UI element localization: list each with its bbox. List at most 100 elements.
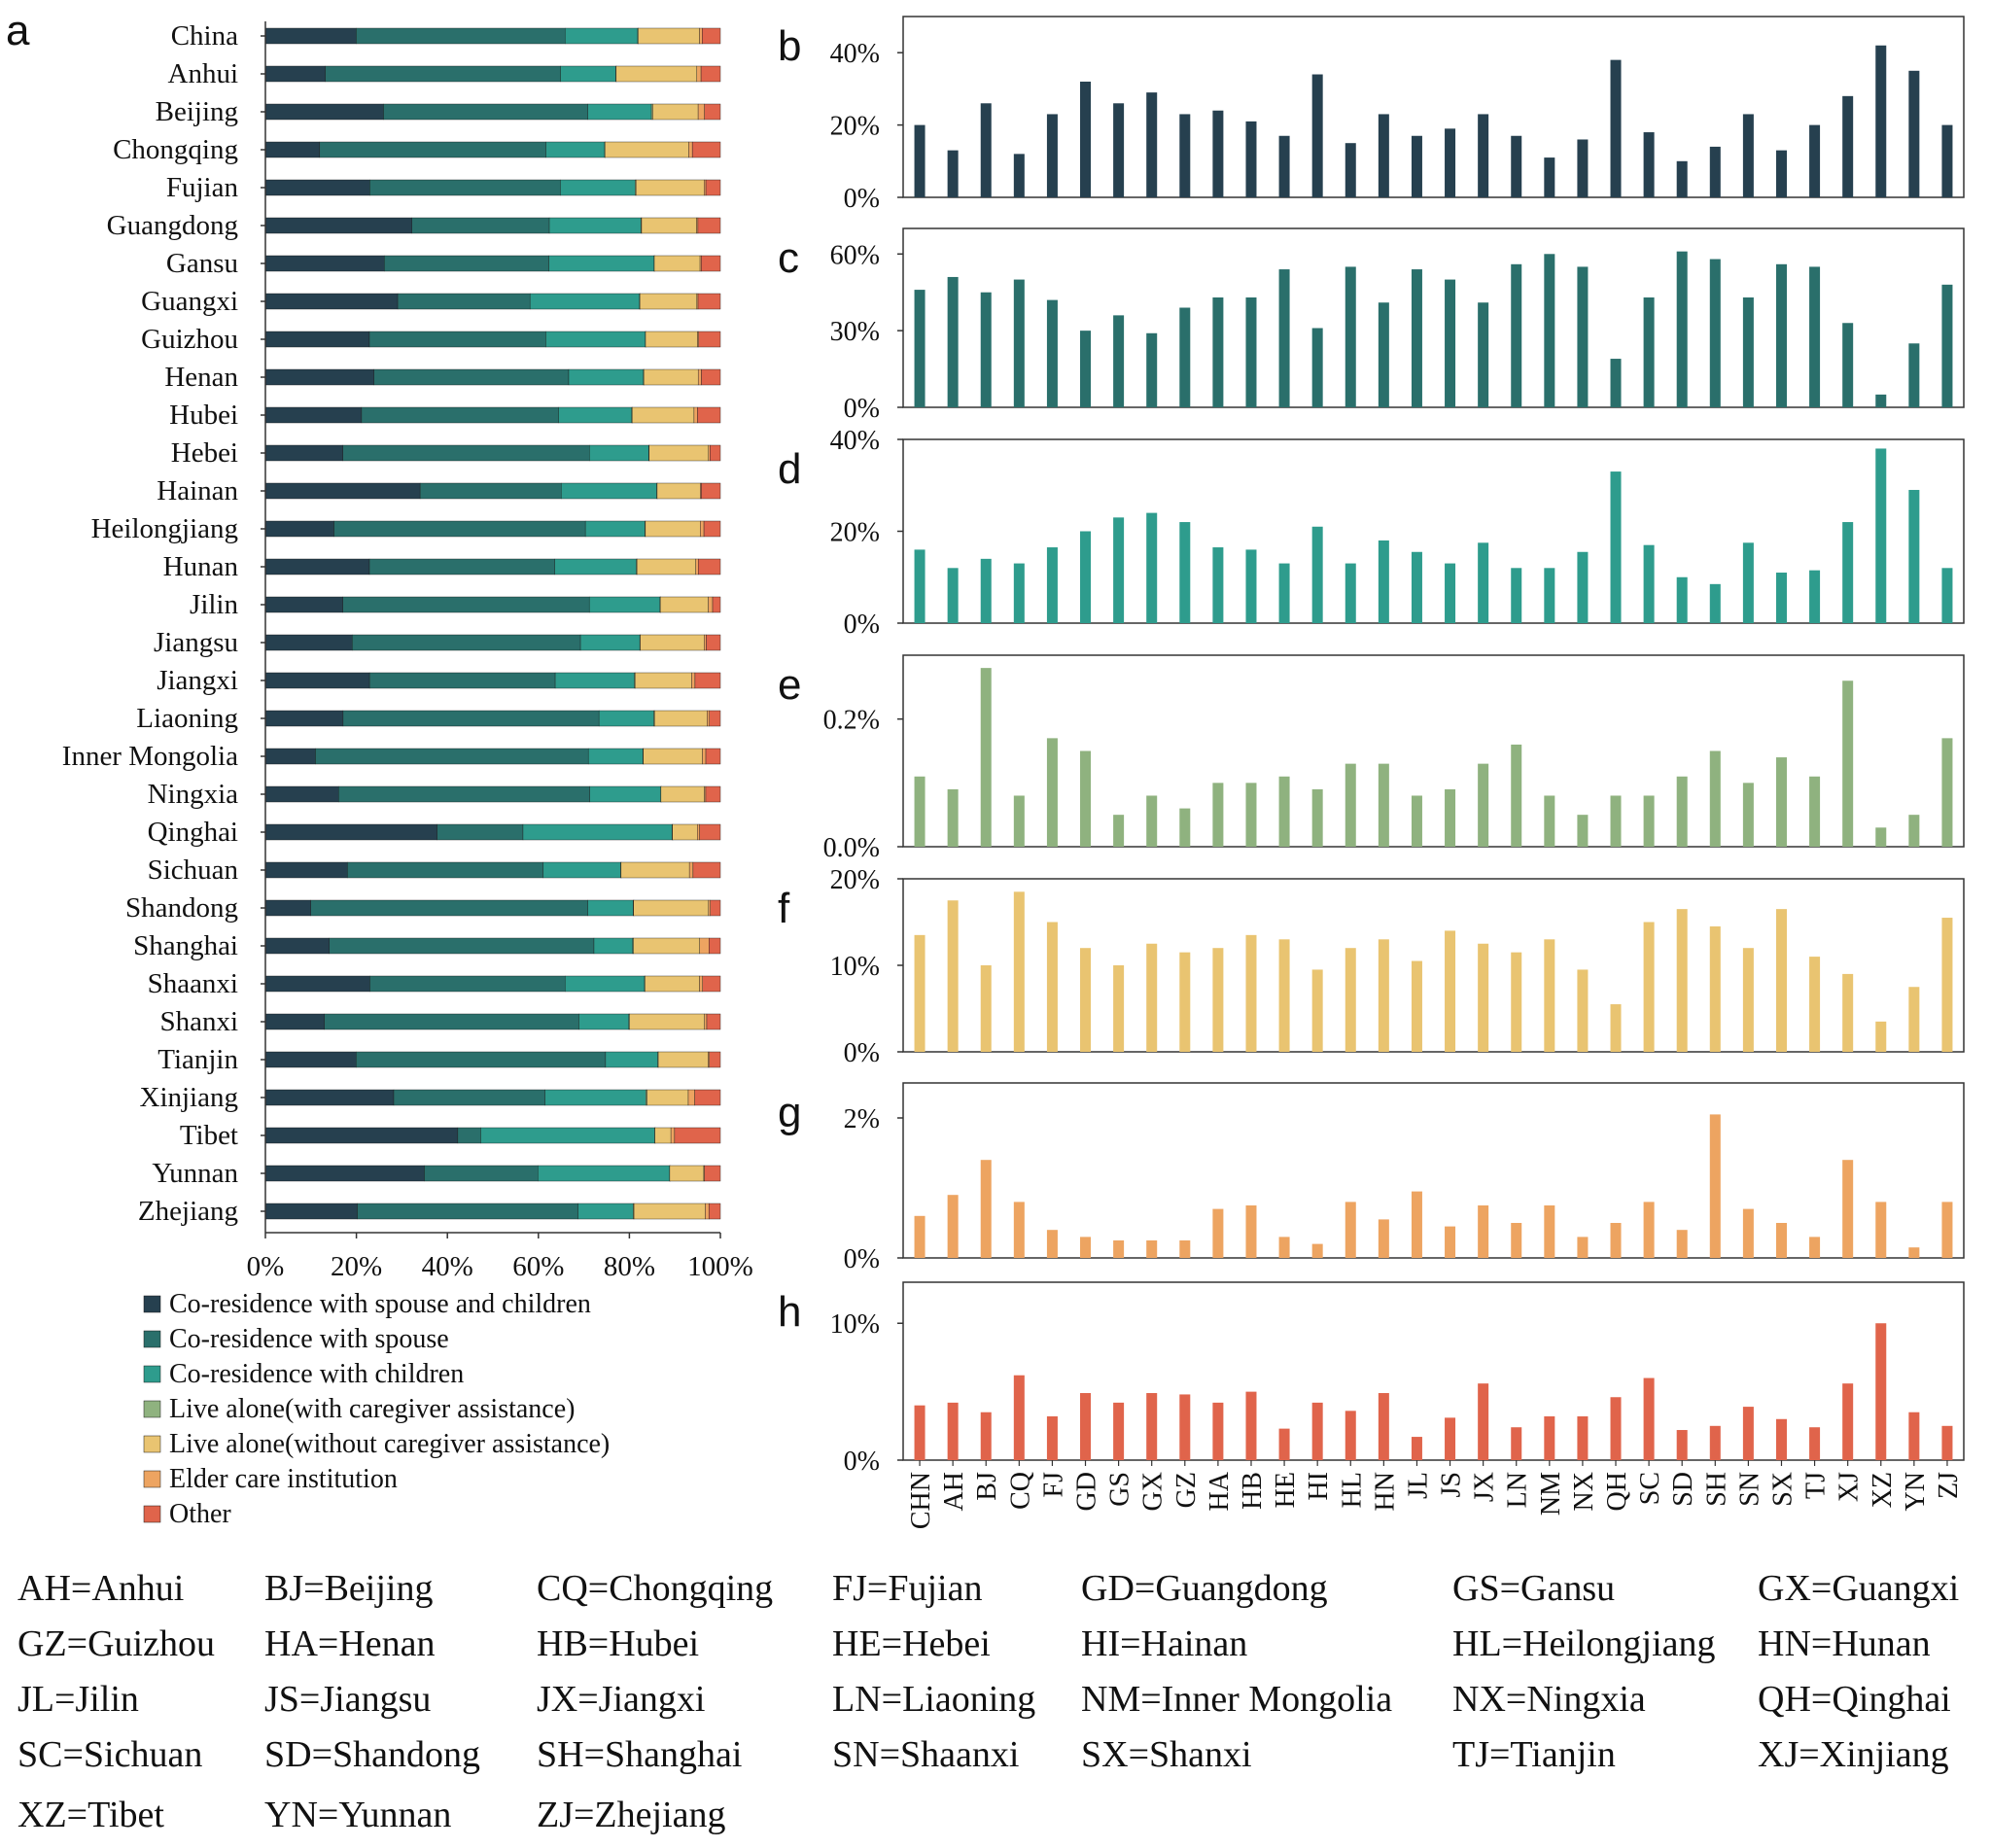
- stacked-bar-segment: [695, 558, 699, 575]
- bar: [947, 276, 959, 407]
- bar: [1742, 114, 1754, 197]
- stacked-bar-segment: [635, 672, 692, 689]
- stacked-bar-segment: [561, 482, 657, 500]
- stacked-bar-segment: [264, 141, 321, 158]
- bar: [1775, 1223, 1787, 1258]
- bar: [1742, 783, 1754, 847]
- stacked-bar-segment: [704, 1013, 708, 1030]
- legend-swatch: [143, 1470, 161, 1488]
- abbreviation-entry: HN=Hunan: [1758, 1623, 1931, 1664]
- stacked-bar-segment: [705, 179, 721, 196]
- bar: [1013, 1375, 1025, 1460]
- x-tick-label: NX: [1569, 1472, 1599, 1511]
- stacked-bar-segment: [705, 748, 721, 765]
- panel-letter-a: a: [6, 7, 30, 54]
- stacked-bar-segment: [670, 1127, 676, 1144]
- bar: [1610, 1397, 1622, 1460]
- bar: [1411, 1437, 1422, 1460]
- bar: [1278, 939, 1290, 1052]
- bar: [1046, 1415, 1058, 1460]
- stacked-bar-segment: [707, 710, 710, 727]
- stacked-bar-segment: [587, 899, 634, 917]
- bar: [1146, 1393, 1158, 1460]
- x-tick-label: SX: [1767, 1472, 1798, 1507]
- bar: [1577, 1415, 1589, 1460]
- bar: [1875, 827, 1887, 847]
- bar: [1709, 146, 1721, 197]
- bar: [1345, 143, 1356, 197]
- stacked-bar-segment: [368, 672, 556, 689]
- stacked-bar-segment: [712, 596, 721, 613]
- panel-frame: [902, 1082, 1965, 1259]
- bar: [1577, 266, 1589, 407]
- bar: [1809, 1427, 1821, 1460]
- stacked-bar-segment: [565, 27, 639, 45]
- stacked-bar-segment: [704, 634, 707, 651]
- bar: [1511, 135, 1522, 197]
- bar: [1179, 1240, 1191, 1258]
- bar: [947, 568, 959, 623]
- stacked-bar-segment: [529, 293, 640, 310]
- legend-entry: Co-residence with spouse and children: [169, 1289, 591, 1319]
- bar: [1146, 512, 1158, 623]
- bar: [1941, 738, 1953, 847]
- bar: [1212, 948, 1224, 1052]
- bar: [1875, 1323, 1887, 1460]
- stacked-bar-segment: [588, 596, 661, 613]
- bar: [1908, 70, 1920, 197]
- bar: [1742, 1407, 1754, 1460]
- stacked-bar-segment: [315, 748, 589, 765]
- stacked-bar-segment: [264, 103, 384, 121]
- bar: [980, 965, 992, 1052]
- stacked-bar-segment: [691, 141, 721, 158]
- panel-letter-h: h: [778, 1288, 801, 1336]
- bar: [914, 934, 926, 1052]
- stacked-bar-segment: [538, 1165, 670, 1182]
- stacked-bar-segment: [693, 406, 698, 424]
- abbreviation-entry: HE=Hebei: [832, 1623, 991, 1664]
- y-tick-label: 40%: [830, 39, 880, 69]
- bar: [1643, 132, 1655, 197]
- category-label: Qinghai: [148, 817, 238, 848]
- bar: [1742, 296, 1754, 407]
- category-label: Guizhou: [141, 324, 238, 355]
- stacked-bar-segment: [437, 823, 524, 841]
- bar: [1875, 394, 1887, 407]
- bar: [1775, 263, 1787, 407]
- stacked-bar-segment: [692, 861, 721, 879]
- stacked-bar-segment: [708, 596, 714, 613]
- bar: [1478, 542, 1489, 623]
- bar: [1179, 808, 1191, 847]
- bar: [1709, 1114, 1721, 1258]
- stacked-bar-segment: [264, 179, 370, 196]
- stacked-bar-segment: [706, 634, 721, 651]
- panel-frame: [902, 227, 1965, 408]
- legend-entry: Co-residence with children: [169, 1359, 464, 1389]
- abbreviation-entry: NX=Ningxia: [1452, 1679, 1646, 1720]
- category-label: Hubei: [169, 400, 238, 431]
- bar: [1908, 1412, 1920, 1460]
- bar: [1511, 1223, 1522, 1258]
- category-label: Zhejiang: [138, 1196, 238, 1227]
- stacked-bar-segment: [688, 861, 694, 879]
- small-multiple-panels: b 0% 20% 40% c 0% 30% 60% d 0% 20% 40% e 0.0% 0.2% f 0% 1…: [778, 16, 1965, 1529]
- y-tick-label: 0%: [844, 1447, 880, 1477]
- bar: [1544, 795, 1555, 847]
- stacked-bar-segment: [264, 1165, 425, 1182]
- bar: [1311, 1402, 1323, 1460]
- y-tick-label: 60%: [830, 240, 880, 270]
- bar: [1411, 960, 1422, 1052]
- stacked-bar-segment: [548, 255, 654, 272]
- bar: [914, 290, 926, 407]
- bar: [1411, 269, 1422, 407]
- bar: [980, 292, 992, 407]
- category-label: China: [171, 20, 238, 52]
- bar: [1046, 547, 1058, 623]
- stacked-bar-segment: [342, 596, 590, 613]
- bar: [1212, 110, 1224, 197]
- bar: [1345, 563, 1356, 623]
- bar: [914, 776, 926, 847]
- stacked-bar-segment: [652, 103, 699, 121]
- stacked-bar-segment: [424, 1165, 539, 1182]
- bar: [1080, 331, 1092, 407]
